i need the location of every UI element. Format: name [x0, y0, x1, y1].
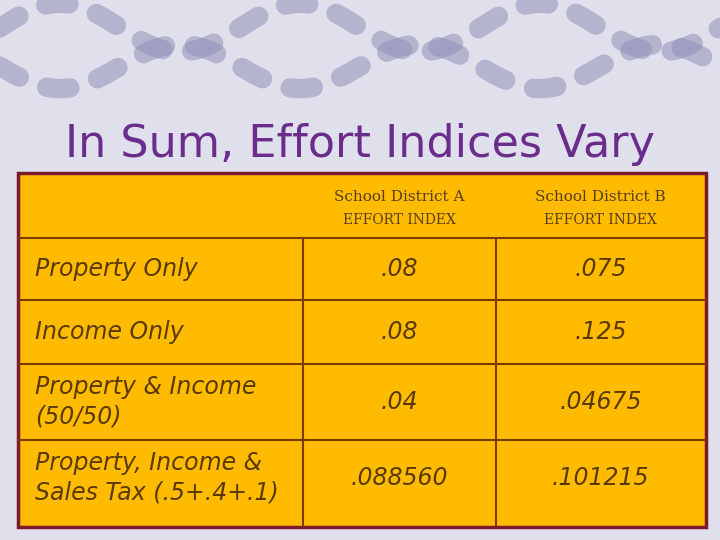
Text: .088560: .088560 [351, 466, 449, 490]
Text: .08: .08 [381, 257, 418, 281]
Text: Property Only: Property Only [35, 257, 198, 281]
FancyBboxPatch shape [18, 173, 706, 526]
Text: .075: .075 [575, 257, 627, 281]
Text: EFFORT INDEX: EFFORT INDEX [544, 213, 657, 227]
Text: .101215: .101215 [552, 466, 649, 490]
Text: EFFORT INDEX: EFFORT INDEX [343, 213, 456, 227]
Text: School District B: School District B [536, 190, 666, 204]
Text: Income Only: Income Only [35, 320, 184, 344]
Text: .04675: .04675 [559, 390, 642, 414]
Text: School District A: School District A [334, 190, 465, 204]
Text: .125: .125 [575, 320, 627, 344]
Text: Property, Income &
Sales Tax (.5+.4+.1): Property, Income & Sales Tax (.5+.4+.1) [35, 451, 279, 504]
Text: Property & Income
(50/50): Property & Income (50/50) [35, 375, 256, 428]
Text: In Sum, Effort Indices Vary: In Sum, Effort Indices Vary [65, 123, 654, 166]
Text: .04: .04 [381, 390, 418, 414]
Text: .08: .08 [381, 320, 418, 344]
